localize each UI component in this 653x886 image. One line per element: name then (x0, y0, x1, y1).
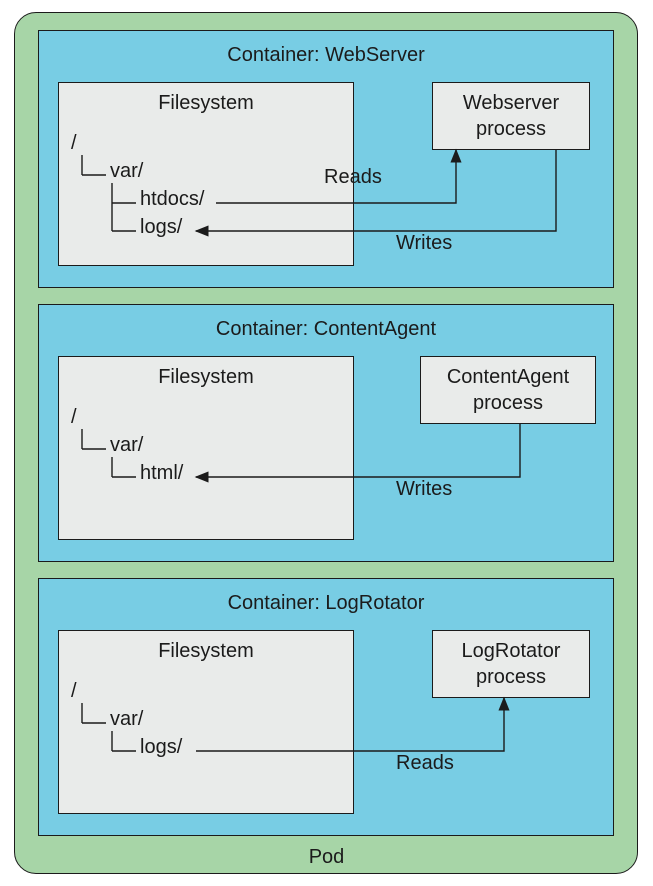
tree-entry: var/ (110, 160, 143, 183)
process-box-contentagent: ContentAgent process (420, 356, 596, 424)
container-title-logrotator: Container: LogRotator (38, 592, 614, 615)
process-label: ContentAgent (447, 366, 569, 388)
tree-entry: / (71, 132, 77, 155)
process-label: Webserver (463, 92, 559, 114)
tree-entry: logs/ (140, 736, 182, 759)
tree-entry: html/ (140, 462, 183, 485)
process-box-webserver: Webserver process (432, 82, 590, 150)
process-label: process (473, 392, 543, 414)
edge-label: Reads (324, 166, 382, 189)
process-label: process (476, 666, 546, 688)
edge-label: Reads (396, 752, 454, 775)
tree-entry: logs/ (140, 216, 182, 239)
container-title-contentagent: Container: ContentAgent (38, 318, 614, 341)
process-box-logrotator: LogRotator process (432, 630, 590, 698)
process-label: LogRotator (462, 640, 561, 662)
tree-entry: / (71, 406, 77, 429)
process-label: process (476, 118, 546, 140)
edge-label: Writes (396, 478, 452, 501)
tree-entry: htdocs/ (140, 188, 204, 211)
tree-entry: var/ (110, 434, 143, 457)
filesystem-title-webserver: Filesystem (58, 92, 354, 115)
tree-entry: var/ (110, 708, 143, 731)
filesystem-title-contentagent: Filesystem (58, 366, 354, 389)
container-title-webserver: Container: WebServer (38, 44, 614, 67)
tree-entry: / (71, 680, 77, 703)
pod-label: Pod (0, 846, 653, 869)
edge-label: Writes (396, 232, 452, 255)
filesystem-title-logrotator: Filesystem (58, 640, 354, 663)
